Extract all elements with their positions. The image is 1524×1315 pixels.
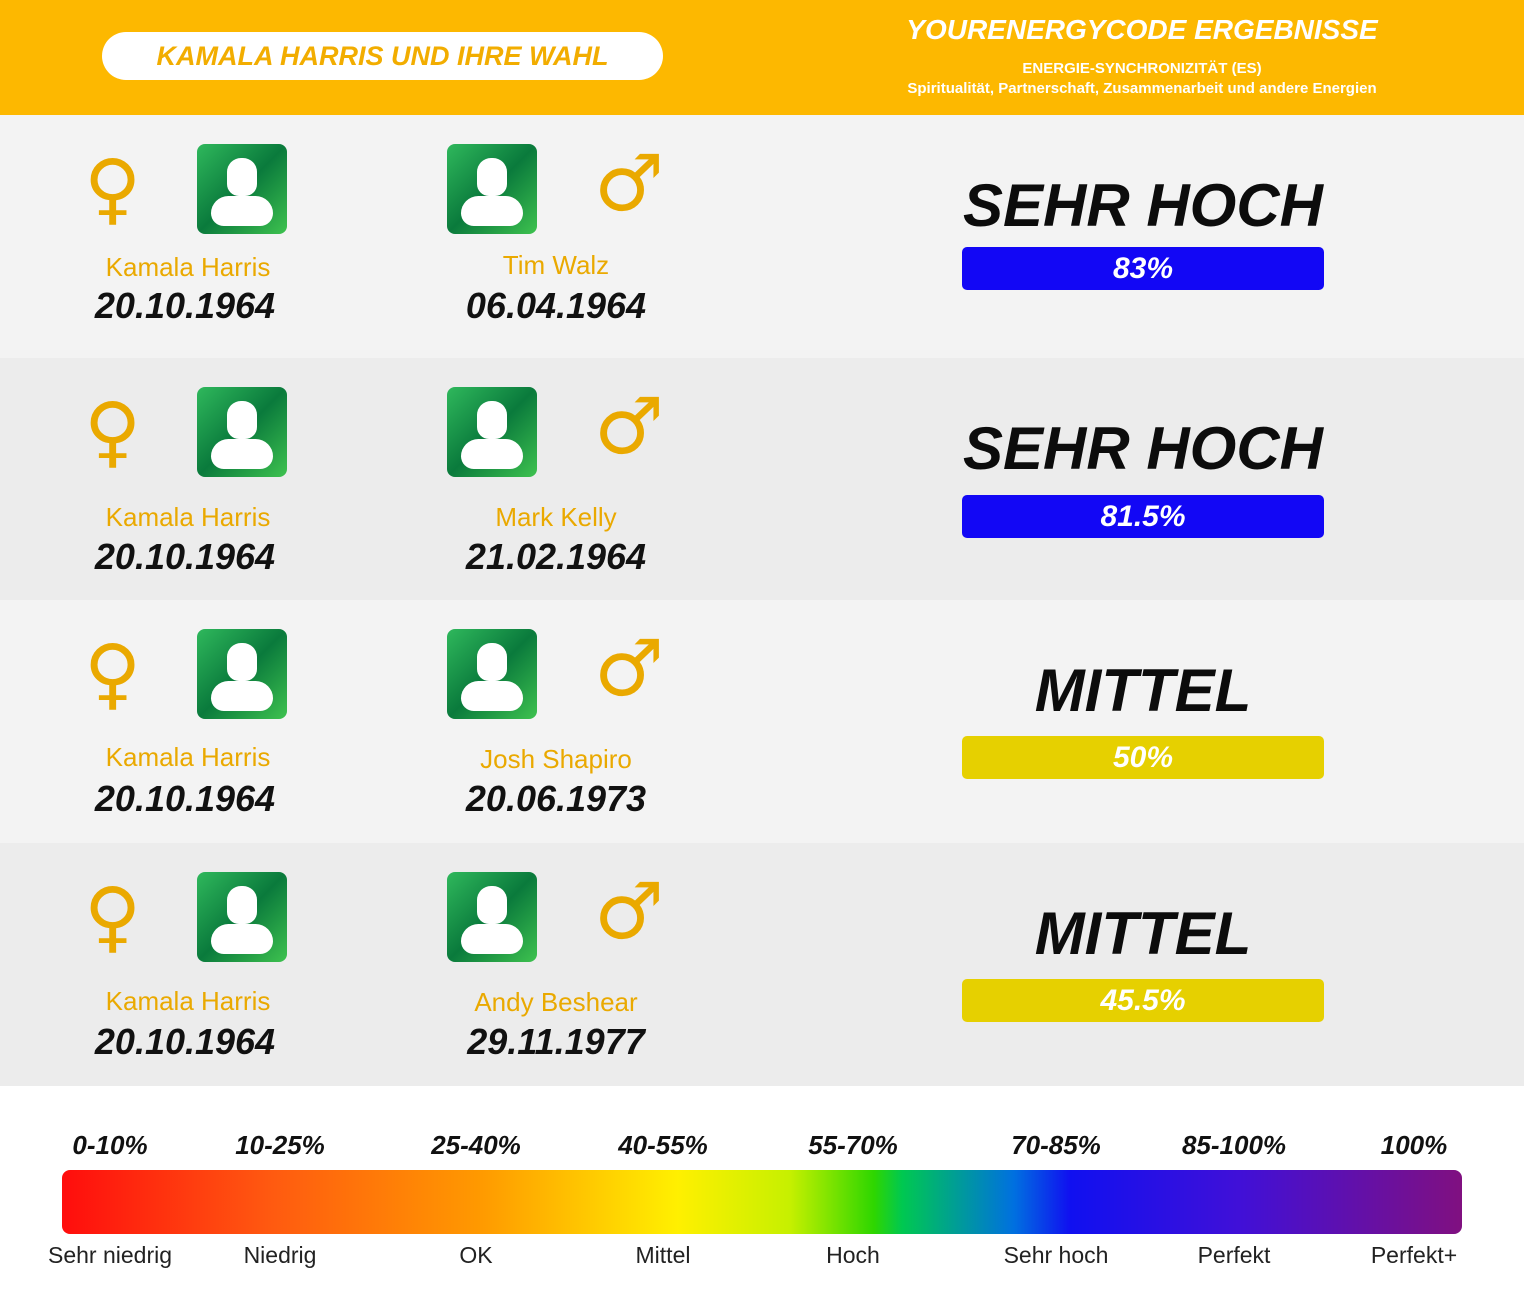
- legend-label: Perfekt+: [1370, 1242, 1458, 1268]
- legend-label: Perfekt: [1197, 1242, 1271, 1268]
- male-icon: ♂: [594, 867, 664, 957]
- person2-date: 06.04.1964: [465, 285, 647, 326]
- legend-range: 25-40%: [431, 1130, 521, 1160]
- male-icon: ♂: [594, 624, 664, 714]
- person1-date: 20.10.1964: [94, 778, 276, 819]
- legend-range: 0-10%: [72, 1130, 148, 1160]
- person2-date: 29.11.1977: [467, 1021, 645, 1062]
- avatar-icon: [447, 387, 537, 477]
- legend-range: 70-85%: [1011, 1130, 1101, 1160]
- result-row: ♀ Kamala Harris 20.10.1964 ♂ Andy Beshea…: [0, 843, 1524, 1086]
- avatar-icon: [197, 872, 287, 962]
- level-label: SEHR HOCH: [962, 172, 1324, 239]
- header-title: YOURENERGYCODE ERGEBNISSE: [906, 14, 1378, 45]
- level-label: MITTEL: [1034, 657, 1252, 724]
- male-icon: ♂: [594, 382, 664, 472]
- legend-range: 100%: [1380, 1130, 1448, 1160]
- person1-date: 20.10.1964: [94, 536, 276, 577]
- male-icon: ♂: [594, 139, 664, 229]
- legend-label: OK: [459, 1242, 493, 1268]
- person2-name: Tim Walz: [502, 250, 610, 280]
- legend-label: Niedrig: [243, 1242, 317, 1268]
- gradient-scale: [62, 1170, 1462, 1234]
- person2-name: Andy Beshear: [474, 987, 638, 1017]
- level-label: MITTEL: [1034, 900, 1252, 967]
- avatar-icon: [197, 629, 287, 719]
- header-description: Spiritualität, Partnerschaft, Zusammenar…: [907, 80, 1377, 97]
- legend-range: 40-55%: [618, 1130, 708, 1160]
- header: KAMALA HARRIS UND IHRE WAHL YOURENERGYCO…: [0, 0, 1524, 115]
- legend-label: Sehr hoch: [1003, 1242, 1109, 1268]
- result-row: ♀ Kamala Harris 20.10.1964 ♂ Tim Walz 06…: [0, 115, 1524, 358]
- female-icon: ♀: [84, 387, 142, 477]
- result-row: ♀ Kamala Harris 20.10.1964 ♂ Mark Kelly …: [0, 358, 1524, 601]
- avatar-icon: [447, 144, 537, 234]
- person2-date: 20.06.1973: [465, 778, 647, 819]
- percent-bar: 45.5%: [962, 979, 1324, 1022]
- result-row: ♀ Kamala Harris 20.10.1964 ♂ Josh Shapir…: [0, 600, 1524, 843]
- legend-label: Hoch: [826, 1242, 880, 1268]
- avatar-icon: [197, 387, 287, 477]
- person1-name: Kamala Harris: [105, 252, 271, 282]
- title-pill: KAMALA HARRIS UND IHRE WAHL: [102, 32, 663, 80]
- percent-bar: 50%: [962, 736, 1324, 779]
- header-subtitle: ENERGIE-SYNCHRONIZITÄT (ES): [1022, 60, 1262, 77]
- female-icon: ♀: [84, 144, 142, 234]
- person1-name: Kamala Harris: [105, 986, 271, 1016]
- person1-date: 20.10.1964: [94, 285, 276, 326]
- person2-name: Mark Kelly: [495, 502, 617, 532]
- person1-name: Kamala Harris: [105, 502, 271, 532]
- legend-label: Mittel: [635, 1242, 691, 1268]
- percent-bar: 83%: [962, 247, 1324, 290]
- female-icon: ♀: [84, 872, 142, 962]
- person1-date: 20.10.1964: [94, 1021, 276, 1062]
- avatar-icon: [447, 629, 537, 719]
- legend-range: 85-100%: [1181, 1130, 1287, 1160]
- person2-date: 21.02.1964: [465, 536, 647, 577]
- legend-label: Sehr niedrig: [47, 1242, 173, 1268]
- avatar-icon: [197, 144, 287, 234]
- legend-range: 55-70%: [808, 1130, 898, 1160]
- level-label: SEHR HOCH: [962, 415, 1324, 482]
- person1-name: Kamala Harris: [105, 742, 271, 772]
- legend-range: 10-25%: [235, 1130, 325, 1160]
- avatar-icon: [447, 872, 537, 962]
- person2-name: Josh Shapiro: [480, 744, 632, 774]
- female-icon: ♀: [84, 629, 142, 719]
- percent-bar: 81.5%: [962, 495, 1324, 538]
